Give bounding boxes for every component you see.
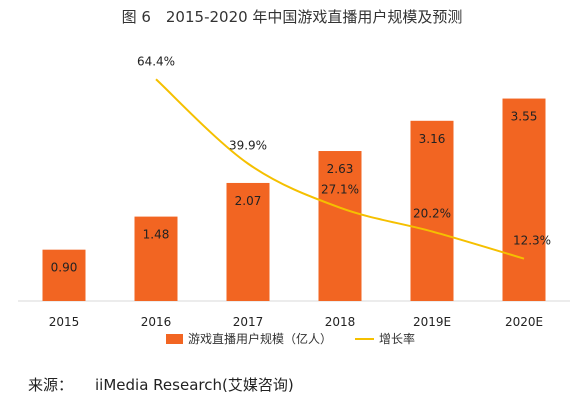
chart-title: 图 6 2015-2020 年中国游戏直播用户规模及预测 <box>122 8 463 26</box>
bar-value-label: 2.63 <box>327 162 354 176</box>
growth-rate-label: 27.1% <box>321 183 359 197</box>
bar-value-label: 2.07 <box>235 194 262 208</box>
legend-line-label: 增长率 <box>379 331 415 346</box>
bar-labels: 0.90 1.48 2.07 2.63 3.16 3.55 <box>51 110 538 275</box>
bar-value-label: 3.55 <box>511 110 538 124</box>
growth-rate-label: 12.3% <box>513 234 551 248</box>
bar-value-label: 3.16 <box>419 132 446 146</box>
x-tick-label: 2019E <box>413 315 451 329</box>
bar-value-label: 1.48 <box>143 228 170 242</box>
bar-2016 <box>134 216 178 301</box>
source-label: 来源： <box>28 376 74 394</box>
growth-rate-label: 39.9% <box>229 139 267 153</box>
legend: 游戏直播用户规模（亿人） 增长率 <box>166 331 415 346</box>
growth-line-layer: 64.4% 39.9% 27.1% 20.2% 12.3% <box>137 54 551 260</box>
bar-2018 <box>318 151 362 301</box>
chart: 图 6 2015-2020 年中国游戏直播用户规模及预测 0.90 1.48 2.0… <box>18 8 570 346</box>
legend-bar-swatch <box>166 334 183 344</box>
x-tick-label: 2020E <box>505 315 543 329</box>
bar-2015 <box>42 249 86 301</box>
legend-bar-label: 游戏直播用户规模（亿人） <box>188 331 332 346</box>
source-line: 来源： iiMedia Research(艾媒咨询) <box>28 374 294 395</box>
growth-rate-label: 20.2% <box>413 206 451 220</box>
bar-2020E <box>502 98 546 302</box>
x-tick-label: 2016 <box>141 315 172 329</box>
bars <box>42 98 546 302</box>
bar-2019E <box>410 120 454 302</box>
growth-rate-line <box>155 78 525 260</box>
x-tick-label: 2018 <box>325 315 356 329</box>
x-tick-labels: 2015 2016 2017 2018 2019E 2020E <box>49 315 543 329</box>
source-text: iiMedia Research(艾媒咨询) <box>95 376 294 394</box>
x-tick-label: 2015 <box>49 315 80 329</box>
bar-2017 <box>226 182 270 301</box>
growth-rate-label: 64.4% <box>137 54 175 68</box>
bar-value-label: 0.90 <box>51 261 78 275</box>
x-tick-label: 2017 <box>233 315 264 329</box>
